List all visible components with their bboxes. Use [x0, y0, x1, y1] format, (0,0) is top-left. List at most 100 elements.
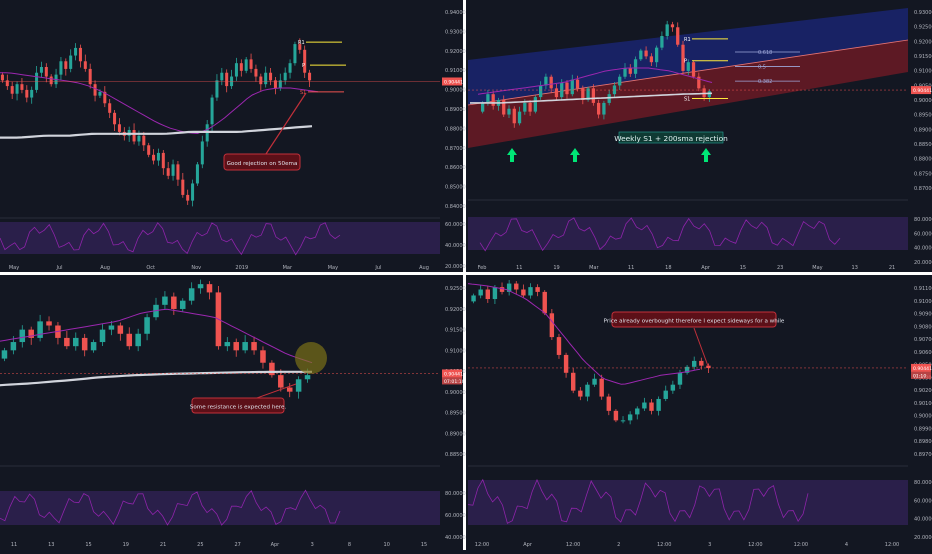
- candle-body: [74, 47, 78, 56]
- candle-body: [491, 94, 495, 106]
- candle-body: [686, 62, 690, 71]
- candle-body: [649, 402, 654, 411]
- candle-body: [570, 79, 574, 95]
- current-price-label: 0.90441: [444, 371, 463, 377]
- price-tick-label: 0.86000: [445, 165, 466, 171]
- candle-body: [554, 88, 559, 98]
- time-tick-label: 25: [197, 542, 203, 548]
- candle-body: [259, 76, 263, 85]
- candle-body: [663, 390, 668, 399]
- time-tick-label: 12:00: [748, 542, 762, 548]
- candle-body: [260, 350, 266, 363]
- candle-body: [142, 135, 146, 146]
- candle-body: [549, 313, 555, 338]
- annotation-text: Weekly S1 + 200sma rejection: [614, 134, 728, 143]
- candle-body: [585, 384, 590, 397]
- candle-body: [108, 103, 112, 113]
- price-tick-label: 0.90000: [914, 414, 932, 420]
- candle-body: [618, 76, 622, 86]
- pivot-label: R1: [684, 37, 691, 43]
- candle-body: [126, 333, 133, 347]
- annotation-box: [223, 153, 301, 171]
- time-tick-label: 2: [617, 542, 620, 548]
- rsi-tick-label: 80.0000: [914, 217, 932, 223]
- candle-body: [191, 183, 195, 201]
- time-axis: 12:00 Apr 12:00 2 12:00 3 12:00 12:00 4 12:00: [475, 542, 899, 548]
- pivot-label: P: [302, 63, 305, 69]
- time-tick-label: 10: [384, 542, 390, 548]
- time-tick-label: Mar: [283, 265, 293, 271]
- candle-body: [597, 102, 601, 115]
- rsi-tick-label: 80.0000: [914, 480, 932, 486]
- candle-body: [113, 112, 117, 125]
- candle-body: [49, 76, 53, 85]
- time-tick-label: 11: [628, 265, 634, 271]
- time-tick-label: 3: [708, 542, 711, 548]
- price-tick-label: 0.91000: [914, 69, 932, 75]
- time-axis: May Jul Aug Oct Nov 2019 Mar May Jul Aug: [9, 265, 429, 271]
- candle-body: [171, 296, 177, 309]
- price-tick-label: 0.89000: [914, 127, 932, 133]
- candle-body: [156, 152, 160, 161]
- time-tick-label: 19: [553, 265, 559, 271]
- time-tick-label: 18: [665, 265, 671, 271]
- candle-body: [506, 283, 512, 292]
- price-tick-label: 0.88000: [914, 157, 932, 163]
- price-tick-label: 0.92000: [445, 49, 466, 55]
- price-tick-label: 0.87000: [914, 186, 932, 192]
- candle-body: [633, 59, 638, 74]
- rsi-tick-label: 80.0000: [445, 491, 466, 497]
- candle-body: [613, 410, 619, 421]
- rsi-tick-label: 20.0000: [445, 264, 466, 270]
- rsi-line: [479, 217, 841, 252]
- candle-body: [575, 79, 580, 89]
- candle-body: [249, 59, 253, 69]
- candle-body: [512, 108, 516, 124]
- candle-body: [528, 102, 532, 112]
- candle-body: [93, 84, 97, 96]
- vertical-divider: [463, 0, 466, 550]
- candle-body: [166, 168, 170, 176]
- current-price-label: 0.90441: [444, 79, 463, 85]
- candle-body: [521, 289, 526, 296]
- candle-body: [161, 152, 165, 169]
- time-tick-label: 15: [85, 542, 91, 548]
- candle-body: [171, 164, 175, 176]
- candle-body: [44, 67, 48, 77]
- candle-body: [565, 82, 569, 95]
- candle-body: [295, 379, 302, 392]
- candle-body: [69, 55, 73, 69]
- time-tick-label: Aug: [100, 265, 110, 271]
- rsi-line: [0, 222, 341, 256]
- candle-body: [147, 145, 151, 155]
- rsi-tick-label: 60.0000: [445, 513, 466, 519]
- candle-body: [578, 390, 583, 397]
- candle-body: [606, 396, 612, 411]
- time-tick-label: 12:00: [657, 542, 671, 548]
- candle-body: [607, 94, 611, 103]
- candle-body: [288, 63, 292, 73]
- candle-body: [200, 141, 204, 165]
- price-axis: 0.94000 0.93000 0.92000 0.91000 0.90000 0.890…: [442, 10, 466, 210]
- candle-body: [181, 179, 185, 195]
- candle-body: [670, 24, 675, 28]
- candle-body: [602, 102, 606, 115]
- candle-body: [269, 72, 273, 81]
- candle-body: [283, 72, 287, 81]
- chart-panel-bottom-left: 0.925000.920000.915000.910000.905000.900…: [0, 279, 466, 548]
- time-tick-label: 27: [234, 542, 240, 548]
- price-tick-label: 0.92000: [914, 39, 932, 45]
- candle-body: [563, 354, 569, 373]
- candle-body: [539, 85, 543, 98]
- candle-body: [478, 289, 483, 296]
- time-tick-label: 23: [777, 265, 783, 271]
- candle-body: [197, 284, 204, 289]
- candle-body: [502, 100, 506, 115]
- candle-body: [81, 337, 88, 351]
- candle-body: [117, 325, 124, 334]
- candle-body: [137, 135, 141, 142]
- time-tick-label: 12:00: [566, 542, 580, 548]
